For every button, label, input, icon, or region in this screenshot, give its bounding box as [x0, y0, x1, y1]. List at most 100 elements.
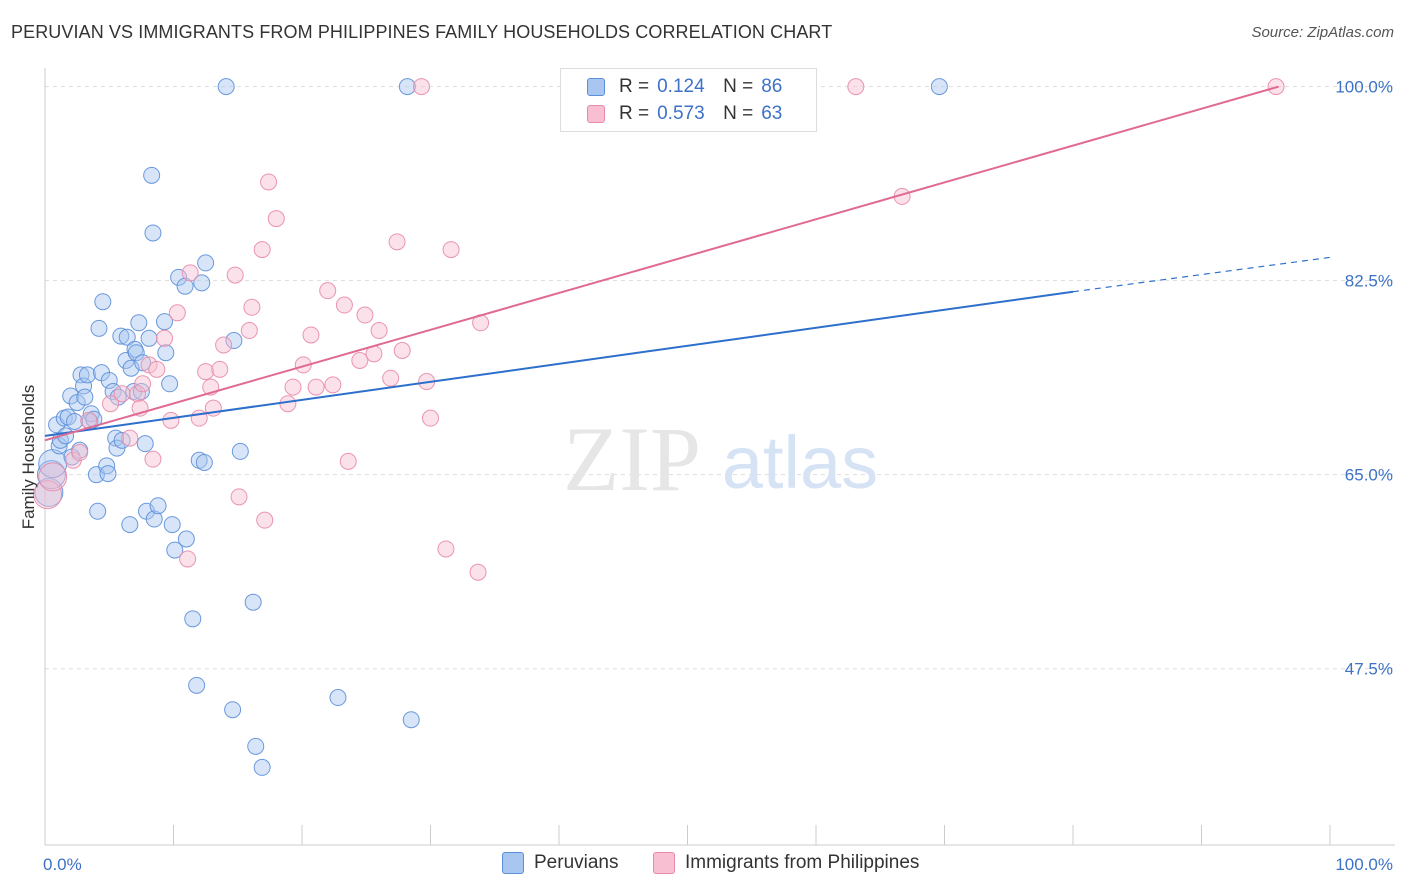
- philippines-point: [339, 452, 357, 470]
- y-tick-label: 47.5%: [1345, 660, 1393, 679]
- philippines-point: [33, 480, 63, 510]
- peruvian-point: [149, 497, 167, 515]
- philippines-point: [388, 233, 406, 251]
- philippines-point: [302, 326, 320, 344]
- source-label: Source: ZipAtlas.com: [1251, 24, 1394, 41]
- peruvian-point: [143, 166, 161, 184]
- philippines-point: [240, 322, 258, 340]
- philippines-point: [356, 306, 374, 324]
- x-tick-label-left: 0.0%: [43, 855, 82, 874]
- philippines-point: [324, 376, 342, 394]
- y-tick-label: 100.0%: [1335, 78, 1393, 97]
- philippines-point: [226, 266, 244, 284]
- peruvian-point: [217, 78, 235, 96]
- philippines-point: [211, 360, 229, 378]
- peruvian-point: [72, 366, 90, 384]
- peruvian-point: [99, 465, 117, 483]
- peruvian-point: [188, 676, 206, 694]
- legend-n-value: 63: [761, 103, 783, 124]
- peruvian-point: [177, 530, 195, 548]
- peruvian-point: [161, 375, 179, 393]
- legend-r-value: 0.124: [657, 76, 705, 97]
- peruvian-point: [36, 460, 66, 490]
- peruvian-point: [166, 541, 184, 559]
- chart-title: PERUVIAN VS IMMIGRANTS FROM PHILIPPINES …: [11, 22, 833, 42]
- peruvian-point: [193, 274, 211, 292]
- legend-swatch-pink: [587, 105, 605, 123]
- philippines-point: [121, 429, 139, 447]
- philippines-points: [33, 78, 1285, 581]
- peruvian-point: [398, 78, 416, 96]
- peruvian-point: [78, 366, 96, 384]
- tick-labels: 100.0% 82.5% 65.0% 47.5% 0.0% 100.0%: [43, 78, 1393, 874]
- legend-r-label: R =: [619, 103, 650, 124]
- philippines-point: [382, 369, 400, 387]
- philippines-point: [71, 444, 89, 462]
- peruvian-point: [94, 293, 112, 311]
- philippines-point: [102, 395, 120, 413]
- peruvian-point: [90, 319, 108, 337]
- peruvian-point: [134, 354, 152, 372]
- legend-n-value: 86: [761, 76, 783, 97]
- philippines-point: [253, 241, 271, 259]
- peruvian-point: [127, 344, 145, 362]
- philippines-point: [148, 360, 166, 378]
- peruvian-point: [156, 313, 174, 331]
- philippines-point: [197, 363, 215, 381]
- philippines-point: [847, 78, 865, 96]
- peruvian-point: [244, 593, 262, 611]
- peruvian-point: [140, 329, 158, 347]
- series-legend-philippines: Immigrants from Philippines: [653, 852, 919, 874]
- peruvian-point: [930, 78, 948, 96]
- philippines-point: [442, 241, 460, 259]
- series-legend: Peruvians Immigrants from Philippines: [0, 852, 1406, 878]
- philippines-point: [181, 264, 199, 282]
- legend-n-label: N =: [723, 76, 754, 97]
- philippines-point: [469, 563, 487, 581]
- series-label-philippines: Immigrants from Philippines: [685, 852, 920, 873]
- peruvian-point: [253, 758, 271, 776]
- y-axis-title: Family Households: [19, 385, 38, 530]
- peruvian-point: [231, 442, 249, 460]
- philippines-point: [284, 378, 302, 396]
- peruvian-point: [89, 502, 107, 520]
- philippines-point: [370, 322, 388, 340]
- peruvian-point: [176, 277, 194, 295]
- philippines-point: [279, 395, 297, 413]
- peruvian-point: [225, 332, 243, 350]
- philippines-point: [437, 540, 455, 558]
- philippines-point: [267, 210, 285, 228]
- philippines-point: [260, 173, 278, 191]
- legend-row-philippines: R = 0.573 N = 63: [587, 101, 782, 127]
- watermark: ZIP atlas: [563, 408, 878, 510]
- philippines-point: [38, 462, 68, 492]
- philippines-point: [156, 329, 174, 347]
- philippines-point: [243, 298, 261, 316]
- peruvian-point: [402, 711, 420, 729]
- peruvians-trend-line: [44, 290, 1074, 437]
- peruvian-point: [130, 314, 148, 332]
- peruvian-point: [76, 388, 94, 406]
- correlation-legend: R = 0.124 N = 86 R = 0.573 N = 63: [560, 68, 817, 132]
- watermark-atlas: atlas: [722, 421, 878, 504]
- philippines-point: [179, 550, 197, 568]
- peruvian-point: [197, 254, 215, 272]
- philippines-point: [422, 409, 439, 427]
- philippines-trend-line: [44, 85, 1279, 442]
- peruvian-point: [157, 344, 175, 362]
- peruvian-point: [145, 510, 163, 528]
- series-swatch-pink: [653, 852, 675, 874]
- philippines-point: [230, 488, 248, 506]
- peruvian-point: [118, 328, 136, 346]
- philippines-point: [162, 411, 180, 429]
- philippines-point: [413, 78, 431, 96]
- series-swatch-blue: [502, 852, 524, 874]
- philippines-point: [215, 336, 233, 354]
- peruvian-point: [62, 387, 80, 405]
- peruvian-point: [184, 610, 202, 628]
- watermark-zip: ZIP: [563, 408, 701, 510]
- legend-swatch-blue: [587, 78, 605, 96]
- legend-r-value: 0.573: [657, 103, 705, 124]
- trend-lines: [44, 85, 1331, 442]
